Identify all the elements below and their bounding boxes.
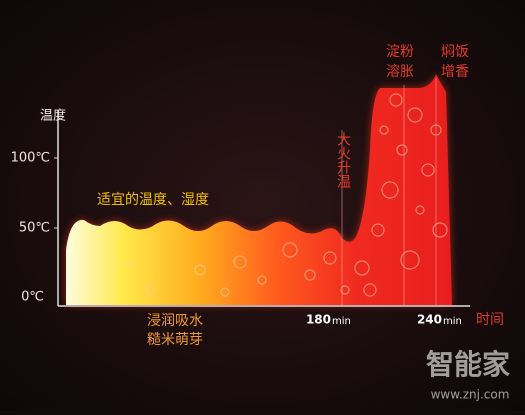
annotation: 浸润吸水 (147, 313, 203, 329)
annotation: 大火升温 (335, 132, 351, 188)
x-label: 时间 (476, 312, 504, 328)
annotation: 淀粉 (386, 44, 414, 60)
annotation: 糙米萌芽 (147, 332, 203, 348)
annotation: 增香 (441, 64, 469, 80)
x-tick-unit: min (332, 316, 351, 327)
annotation: 焖饭 (441, 44, 469, 60)
watermark-url: www.znj.com (431, 388, 510, 402)
x-tick-number: 180 (306, 313, 331, 327)
bubbles (126, 93, 448, 297)
y-tick-label: 0℃ (21, 290, 44, 305)
x-tick-number: 240 (417, 313, 442, 327)
annotation: 溶胀 (386, 64, 414, 80)
y-tick-label: 50℃ (19, 221, 50, 236)
watermark-brand: 智能家 (426, 348, 510, 381)
temperature-area (66, 74, 452, 305)
y-label: 温度 (40, 108, 66, 124)
x-tick-unit: min (443, 316, 462, 327)
y-tick-label: 100℃ (11, 151, 50, 166)
annotation: 适宜的温度、湿度 (97, 192, 209, 208)
